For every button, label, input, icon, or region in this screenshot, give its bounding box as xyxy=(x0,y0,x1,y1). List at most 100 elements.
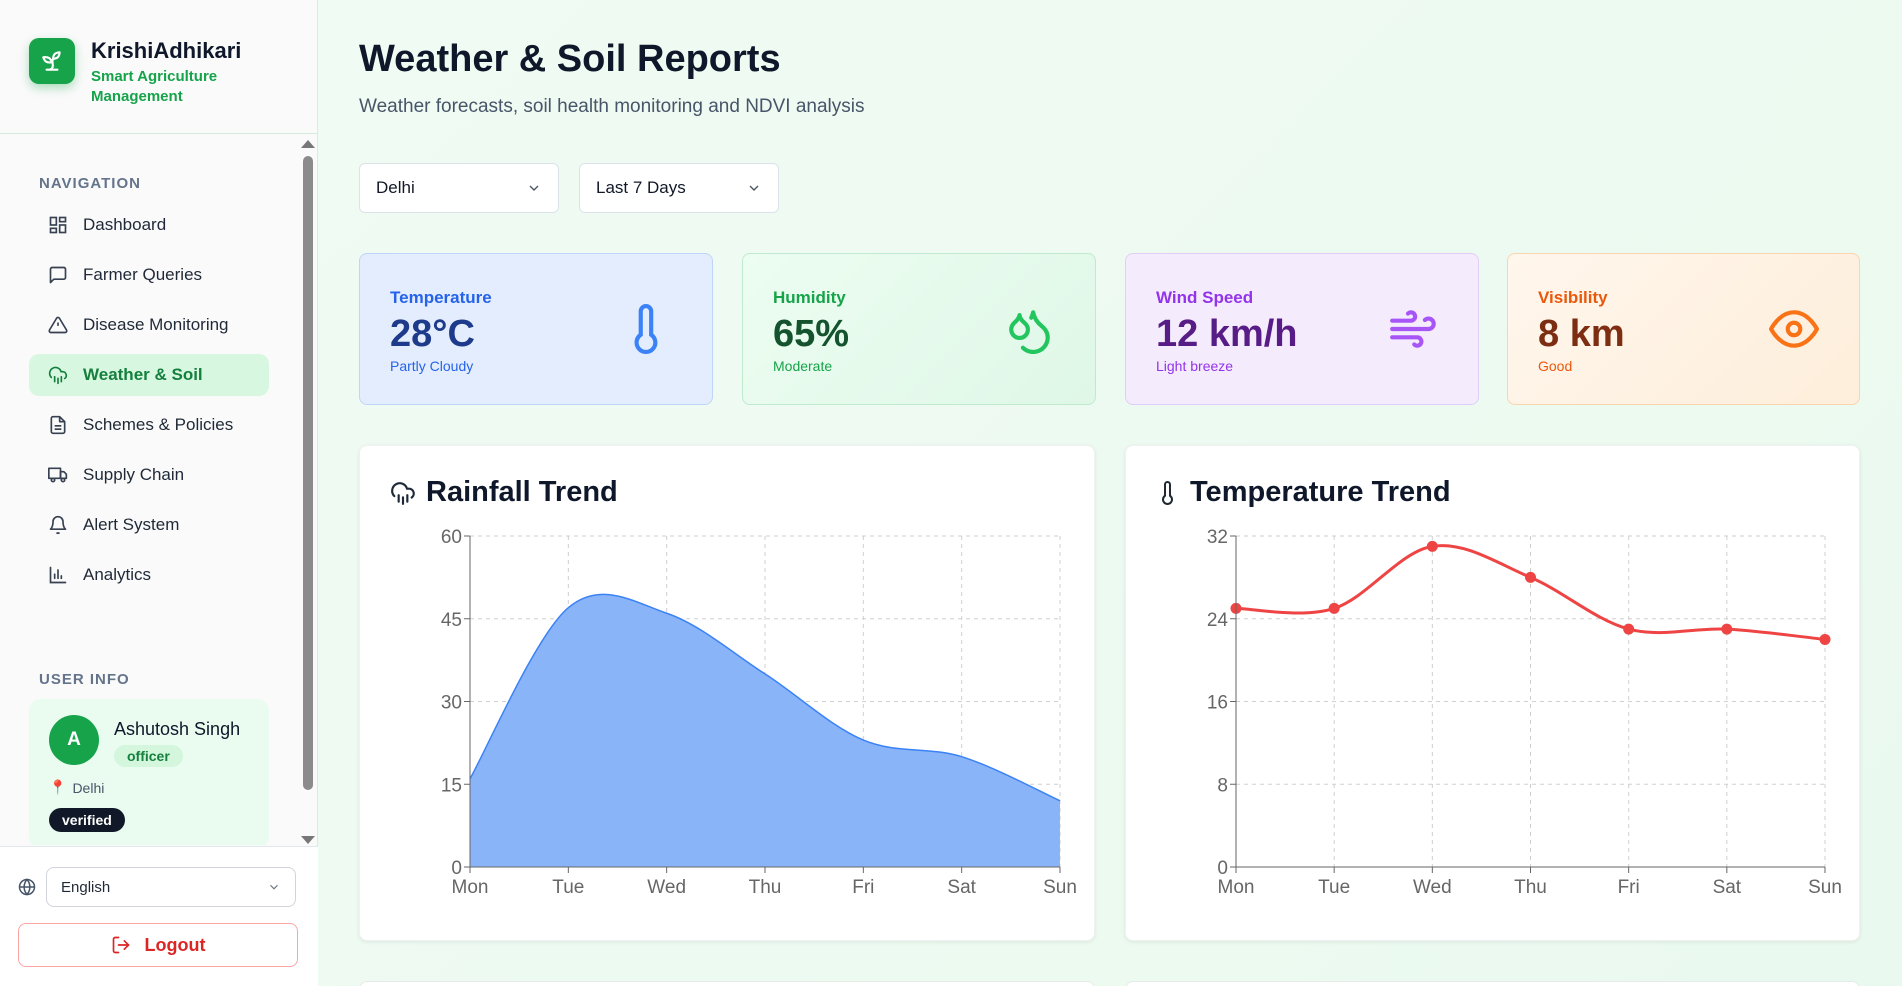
scroll-down-arrow-icon[interactable] xyxy=(301,836,315,844)
wind-speed-card: Wind Speed 12 km/h Light breeze xyxy=(1125,253,1479,405)
x-tick-label: Mon xyxy=(452,877,489,898)
cloud-rain-icon xyxy=(48,366,68,385)
message-icon xyxy=(49,266,67,284)
nav-list: Dashboard Farmer Queries Disease Monitor… xyxy=(29,204,269,604)
x-tick-label: Mon xyxy=(1218,877,1255,898)
next-card-edge xyxy=(1125,981,1860,986)
x-tick-label: Fri xyxy=(1618,877,1640,898)
stat-desc: Moderate xyxy=(773,358,833,374)
temperature-point xyxy=(1525,571,1536,583)
temperature-chart-title: Temperature Trend xyxy=(1156,476,1451,509)
bar-chart-icon xyxy=(49,566,67,584)
sidebar-item-supply-chain[interactable]: Supply Chain xyxy=(29,454,269,496)
temperature-point xyxy=(1819,633,1831,645)
logout-button[interactable]: Logout xyxy=(18,923,298,967)
stat-label: Visibility xyxy=(1538,288,1608,307)
alert-triangle-icon xyxy=(48,316,68,334)
user-name: Ashutosh Singh xyxy=(114,719,241,739)
y-tick-label: 60 xyxy=(441,527,462,548)
nav-section-label: NAVIGATION xyxy=(39,175,141,192)
sidebar: KrishiAdhikari Smart Agriculture Managem… xyxy=(0,0,318,986)
dashboard-icon xyxy=(49,216,67,234)
bell-icon xyxy=(49,515,67,535)
x-tick-label: Sat xyxy=(947,877,976,898)
y-tick-label: 24 xyxy=(1207,610,1229,631)
sidebar-item-label: Weather & Soil xyxy=(83,365,203,384)
x-tick-label: Wed xyxy=(1413,877,1452,898)
page-title: Weather & Soil Reports xyxy=(359,38,781,80)
sidebar-scroll-area: NAVIGATION Dashboard Farmer Queries Dise… xyxy=(0,135,318,845)
logout-label: Logout xyxy=(144,934,206,955)
sidebar-item-analytics[interactable]: Analytics xyxy=(29,554,269,596)
chevron-down-icon xyxy=(270,884,278,890)
next-card-edge xyxy=(359,981,1095,986)
avatar: A xyxy=(49,715,99,765)
sidebar-item-label: Disease Monitoring xyxy=(83,315,229,334)
rainfall-area xyxy=(470,594,1060,867)
y-tick-label: 45 xyxy=(441,610,462,631)
rainfall-chart-title-text: Rainfall Trend xyxy=(426,476,618,508)
y-tick-label: 15 xyxy=(441,775,462,796)
sidebar-item-weather-soil[interactable]: Weather & Soil xyxy=(29,354,269,396)
x-tick-label: Wed xyxy=(647,877,686,898)
rainfall-line xyxy=(469,593,1061,802)
stat-desc: Partly Cloudy xyxy=(390,358,474,374)
rainfall-chart-card: Rainfall Trend 0 15 30 45 60 Mon Tue Wed Thu Fri S… xyxy=(359,445,1095,941)
brand-name: KrishiAdhikari xyxy=(91,38,242,63)
sidebar-item-dashboard[interactable]: Dashboard xyxy=(29,204,269,246)
thermometer-icon xyxy=(634,304,658,354)
stat-label: Temperature xyxy=(390,288,492,307)
sidebar-scrollbar[interactable] xyxy=(301,138,315,844)
city-select[interactable]: Delhi xyxy=(359,163,559,213)
brand-header: KrishiAdhikari Smart Agriculture Managem… xyxy=(0,0,317,134)
humidity-card: Humidity 65% Moderate xyxy=(742,253,1096,405)
role-badge: officer xyxy=(114,745,183,767)
sprout-icon xyxy=(29,38,75,84)
language-value: English xyxy=(61,878,111,896)
temperature-point xyxy=(1426,540,1438,552)
x-tick-label: Sun xyxy=(1808,877,1842,898)
main-content: Weather & Soil Reports Weather forecasts… xyxy=(319,0,1902,986)
stat-label: Humidity xyxy=(773,288,846,307)
sidebar-item-label: Schemes & Policies xyxy=(83,415,234,434)
stat-desc: Light breeze xyxy=(1156,358,1234,374)
droplets-icon xyxy=(1009,310,1050,354)
stat-value: 12 km/h xyxy=(1156,313,1298,355)
temperature-point xyxy=(1623,623,1635,635)
temperature-chart-card: Temperature Trend 0 8 16 24 32 Mon Tue Wed Thu Fr… xyxy=(1125,445,1860,941)
temperature-chart-title-text: Temperature Trend xyxy=(1190,476,1451,508)
user-section-label: USER INFO xyxy=(39,671,130,688)
cloud-rain-icon xyxy=(391,481,415,505)
language-select[interactable]: English xyxy=(46,867,296,907)
y-tick-label: 0 xyxy=(451,858,462,879)
sidebar-item-farmer-queries[interactable]: Farmer Queries xyxy=(29,254,269,296)
sidebar-item-label: Analytics xyxy=(83,565,152,584)
chevron-down-icon xyxy=(749,185,759,191)
globe-icon xyxy=(18,878,36,896)
x-tick-label: Thu xyxy=(749,877,782,898)
sidebar-item-schemes-policies[interactable]: Schemes & Policies xyxy=(29,404,269,446)
scroll-thumb[interactable] xyxy=(303,156,313,790)
temperature-chart: 0 8 16 24 32 Mon Tue Wed Thu Fri Sat Sun xyxy=(1207,527,1842,898)
thermometer-icon xyxy=(1162,480,1173,505)
range-select[interactable]: Last 7 Days xyxy=(579,163,779,213)
y-tick-label: 32 xyxy=(1207,527,1228,548)
y-tick-label: 30 xyxy=(441,693,462,714)
language-row: English xyxy=(18,867,296,907)
y-tick-label: 8 xyxy=(1217,775,1228,796)
x-tick-label: Tue xyxy=(1318,877,1350,898)
x-tick-label: Thu xyxy=(1514,877,1547,898)
city-select-value: Delhi xyxy=(376,178,415,197)
stat-desc: Good xyxy=(1538,358,1573,374)
sidebar-item-alert-system[interactable]: Alert System xyxy=(29,504,269,546)
scroll-up-arrow-icon[interactable] xyxy=(301,140,315,148)
sidebar-item-disease-monitoring[interactable]: Disease Monitoring xyxy=(29,304,269,346)
rainfall-chart-title: Rainfall Trend xyxy=(390,476,618,509)
pin-icon: 📍 xyxy=(49,779,67,795)
rainfall-chart: 0 15 30 45 60 Mon Tue Wed Thu Fri Sat Sun xyxy=(441,527,1077,898)
visibility-card: Visibility 8 km Good xyxy=(1507,253,1860,405)
truck-icon xyxy=(48,467,68,483)
status-badge: verified xyxy=(49,808,125,832)
user-card: A Ashutosh Singh officer 📍 Delhi verifie… xyxy=(29,699,269,845)
sidebar-item-label: Supply Chain xyxy=(83,465,185,484)
